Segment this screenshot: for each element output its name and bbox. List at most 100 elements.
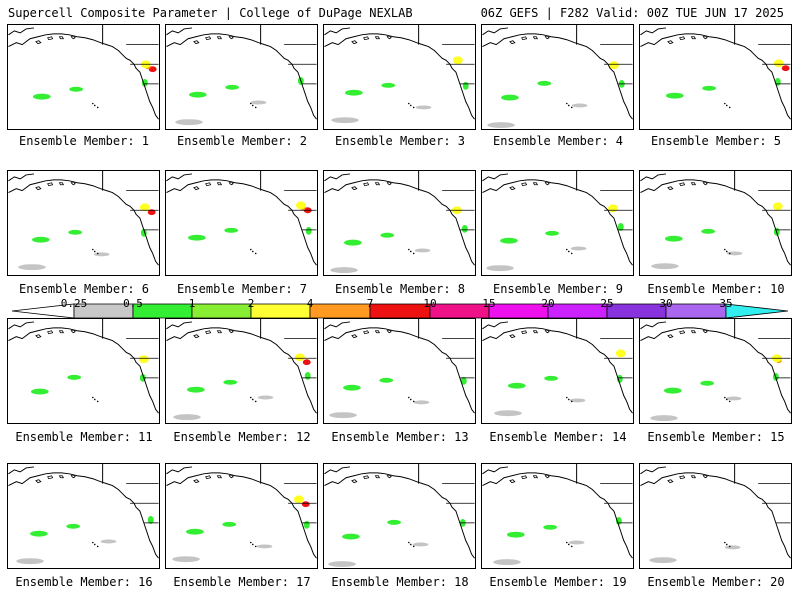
hawaii-island: [92, 248, 94, 251]
hawaii-island: [724, 102, 726, 105]
coastline: [640, 179, 791, 266]
hawaii-island: [728, 252, 731, 255]
map-svg: [8, 25, 159, 120]
hawaii-island: [567, 543, 570, 546]
colorbar-segment: [547, 303, 608, 319]
island: [205, 475, 212, 480]
map-panel-member-19: [481, 463, 634, 569]
map-svg: [482, 171, 633, 272]
island: [205, 36, 212, 41]
colorbar-tick-label: 30: [659, 297, 673, 310]
colorbar-segment: [429, 303, 490, 319]
coastline: [166, 466, 193, 475]
green-scp-patch: [343, 384, 361, 391]
island: [374, 330, 381, 334]
hawaii-island: [728, 106, 731, 109]
panel-label-member-10: Ensemble Member: 10: [647, 282, 785, 296]
colorbar-tick-label: 1: [188, 297, 196, 310]
gray-scp-patch: [494, 410, 522, 417]
island: [509, 334, 516, 339]
island: [363, 36, 370, 41]
colorbar-tick-label: 15: [482, 297, 496, 310]
hawaii-island: [251, 104, 254, 107]
gray-scp-patch: [331, 117, 359, 124]
yellow-scp-patch: [608, 204, 618, 213]
map-panel-member-4: [481, 24, 634, 130]
panel-label-member-20: Ensemble Member: 20: [647, 575, 785, 589]
map-panel-member-11: [7, 318, 160, 424]
green-scp-patch: [700, 380, 715, 386]
coastline: [8, 33, 159, 120]
red-scp-patch: [781, 65, 790, 72]
hawaii-island: [408, 541, 410, 544]
map-panel-member-14: [481, 318, 634, 424]
hawaii-island: [254, 545, 257, 548]
green-scp-patch: [461, 224, 468, 233]
yellow-scp-patch: [295, 201, 306, 210]
island: [521, 475, 528, 480]
panel-label-member-3: Ensemble Member: 3: [334, 134, 466, 148]
panel-label-member-4: Ensemble Member: 4: [492, 134, 624, 148]
map-svg: [324, 25, 475, 124]
map-panel-member-1: [7, 24, 160, 130]
coastline: [166, 327, 317, 414]
island: [702, 329, 708, 334]
green-scp-patch: [701, 228, 716, 234]
map-svg: [166, 171, 317, 266]
map-svg: [324, 464, 475, 568]
gray-scp-patch: [93, 252, 110, 257]
coastline: [482, 27, 509, 36]
gray-scp-patch: [724, 545, 741, 550]
hawaii-island: [567, 104, 570, 107]
island: [521, 330, 528, 335]
hawaii-island: [567, 398, 570, 401]
island: [679, 330, 686, 335]
gray-scp-patch: [16, 558, 44, 565]
panel-label-member-15: Ensemble Member: 15: [647, 430, 785, 444]
island: [58, 475, 65, 479]
green-scp-patch: [344, 239, 362, 246]
hawaii-island: [251, 543, 254, 546]
yellow-scp-patch: [609, 61, 619, 70]
colorbar-segment: [191, 303, 252, 319]
gray-scp-patch: [257, 395, 274, 400]
island: [351, 40, 358, 45]
green-scp-patch: [186, 528, 204, 535]
coastline: [482, 173, 509, 182]
colorbar: [12, 303, 788, 319]
green-scp-patch: [543, 524, 558, 530]
hawaii-island: [251, 398, 254, 401]
green-scp-patch: [224, 227, 239, 233]
green-scp-patch: [501, 94, 519, 101]
map-panel-member-16: [7, 463, 160, 569]
hawaii-island: [570, 545, 573, 548]
island: [532, 36, 539, 40]
coastline: [640, 472, 791, 559]
panel-label-member-14: Ensemble Member: 14: [489, 430, 627, 444]
hawaii-island: [408, 248, 410, 251]
gray-scp-patch: [250, 100, 267, 105]
map-panel-member-6: [7, 170, 160, 276]
gray-scp-patch: [100, 539, 117, 544]
island: [509, 186, 516, 191]
coastline: [482, 179, 633, 266]
map-panel-member-12: [165, 318, 318, 424]
island: [205, 330, 212, 335]
green-scp-patch: [189, 91, 207, 98]
island: [667, 479, 674, 484]
hawaii-island: [96, 106, 99, 109]
coastline: [640, 327, 791, 414]
hawaii-island: [250, 248, 252, 251]
island: [58, 330, 65, 334]
map-panel-member-13: [323, 318, 476, 424]
coastline: [324, 179, 475, 266]
hawaii-island: [566, 396, 568, 399]
green-scp-patch: [507, 382, 526, 389]
gray-scp-patch: [569, 398, 586, 403]
green-scp-patch: [304, 371, 311, 380]
island: [216, 182, 223, 186]
island: [47, 182, 54, 187]
map-panel-member-3: [323, 24, 476, 130]
hawaii-island: [409, 250, 412, 253]
island: [544, 329, 550, 334]
